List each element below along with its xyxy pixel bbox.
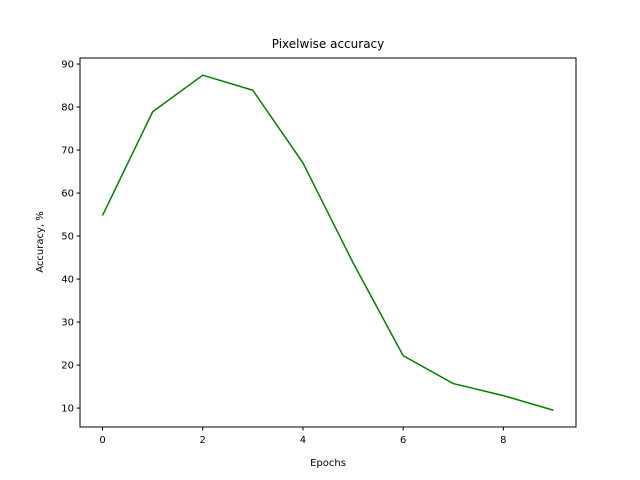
chart-title: Pixelwise accuracy [272, 37, 385, 51]
y-tick-label: 90 [61, 60, 74, 71]
y-axis-label: Accuracy, % [35, 211, 46, 273]
y-tick-label: 40 [61, 275, 74, 286]
x-tick-label: 0 [99, 435, 105, 446]
series-lines [101, 74, 554, 411]
x-axis-label: Epochs [310, 458, 346, 469]
y-tick-label: 20 [61, 361, 74, 372]
y-tick-label: 60 [61, 189, 74, 200]
x-tick-label: 6 [400, 435, 406, 446]
x-tick-label: 2 [200, 435, 206, 446]
y-tick-label: 10 [61, 404, 74, 415]
y-axis-ticks: 10 20 30 40 50 60 70 80 90 [61, 60, 80, 415]
x-tick-label: 4 [300, 435, 306, 446]
x-axis-ticks: 0 2 4 6 8 [99, 427, 507, 446]
series-line [101, 74, 554, 411]
plot-frame [79, 57, 577, 428]
y-tick-label: 30 [61, 318, 74, 329]
y-tick-label: 70 [61, 146, 74, 157]
x-tick-label: 8 [500, 435, 506, 446]
y-tick-label: 50 [61, 232, 74, 243]
y-tick-label: 80 [61, 103, 74, 114]
